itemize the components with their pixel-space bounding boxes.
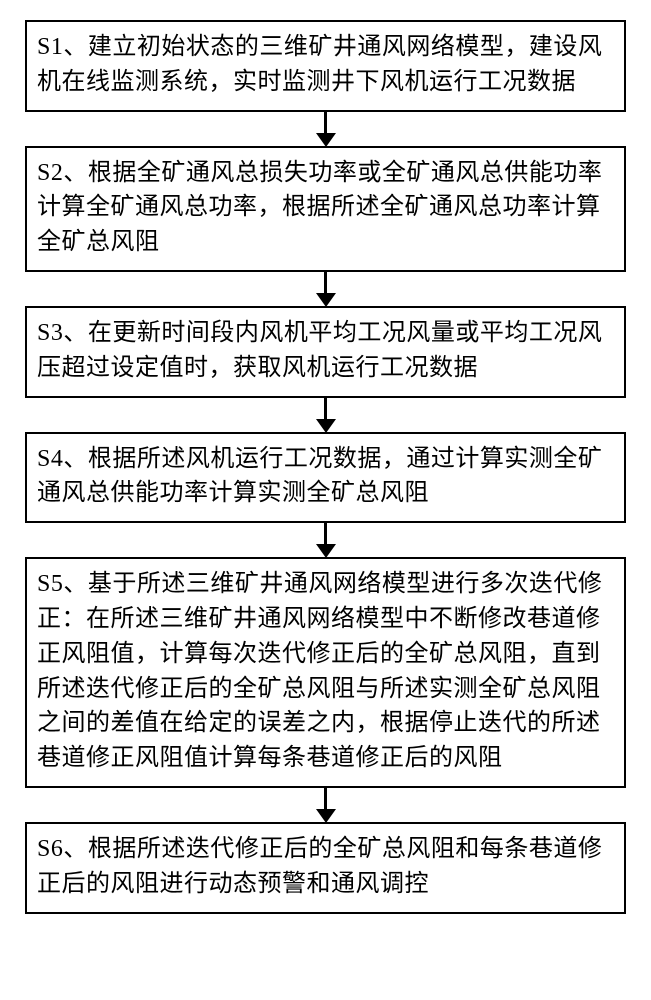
step-text: S3、在更新时间段内风机平均工况风量或平均工况风压超过设定值时，获取风机运行工况… (37, 320, 602, 381)
step-s3: S3、在更新时间段内风机平均工况风量或平均工况风压超过设定值时，获取风机运行工况… (25, 306, 626, 398)
step-s2: S2、根据全矿通风总损失功率或全矿通风总供能功率计算全矿通风总功率，根据所述全矿… (25, 146, 626, 272)
arrow-icon (316, 787, 336, 823)
step-s1: S1、建立初始状态的三维矿井通风网络模型，建设风机在线监测系统，实时监测井下风机… (25, 20, 626, 112)
step-text: S6、根据所述迭代修正后的全矿总风阻和每条巷道修正后的风阻进行动态预警和通风调控 (37, 836, 602, 897)
step-text: S5、基于所述三维矿井通风网络模型进行多次迭代修正：在所述三维矿井通风网络模型中… (37, 571, 602, 771)
step-s4: S4、根据所述风机运行工况数据，通过计算实测全矿通风总供能功率计算实测全矿总风阻 (25, 432, 626, 524)
arrow-icon (316, 111, 336, 147)
arrow-icon (316, 397, 336, 433)
step-text: S1、建立初始状态的三维矿井通风网络模型，建设风机在线监测系统，实时监测井下风机… (37, 34, 602, 95)
flowchart-container: S1、建立初始状态的三维矿井通风网络模型，建设风机在线监测系统，实时监测井下风机… (25, 20, 626, 914)
step-s5: S5、基于所述三维矿井通风网络模型进行多次迭代修正：在所述三维矿井通风网络模型中… (25, 557, 626, 788)
arrow-icon (316, 271, 336, 307)
arrow-icon (316, 522, 336, 558)
step-text: S4、根据所述风机运行工况数据，通过计算实测全矿通风总供能功率计算实测全矿总风阻 (37, 446, 602, 507)
step-text: S2、根据全矿通风总损失功率或全矿通风总供能功率计算全矿通风总功率，根据所述全矿… (37, 160, 602, 256)
step-s6: S6、根据所述迭代修正后的全矿总风阻和每条巷道修正后的风阻进行动态预警和通风调控 (25, 822, 626, 914)
